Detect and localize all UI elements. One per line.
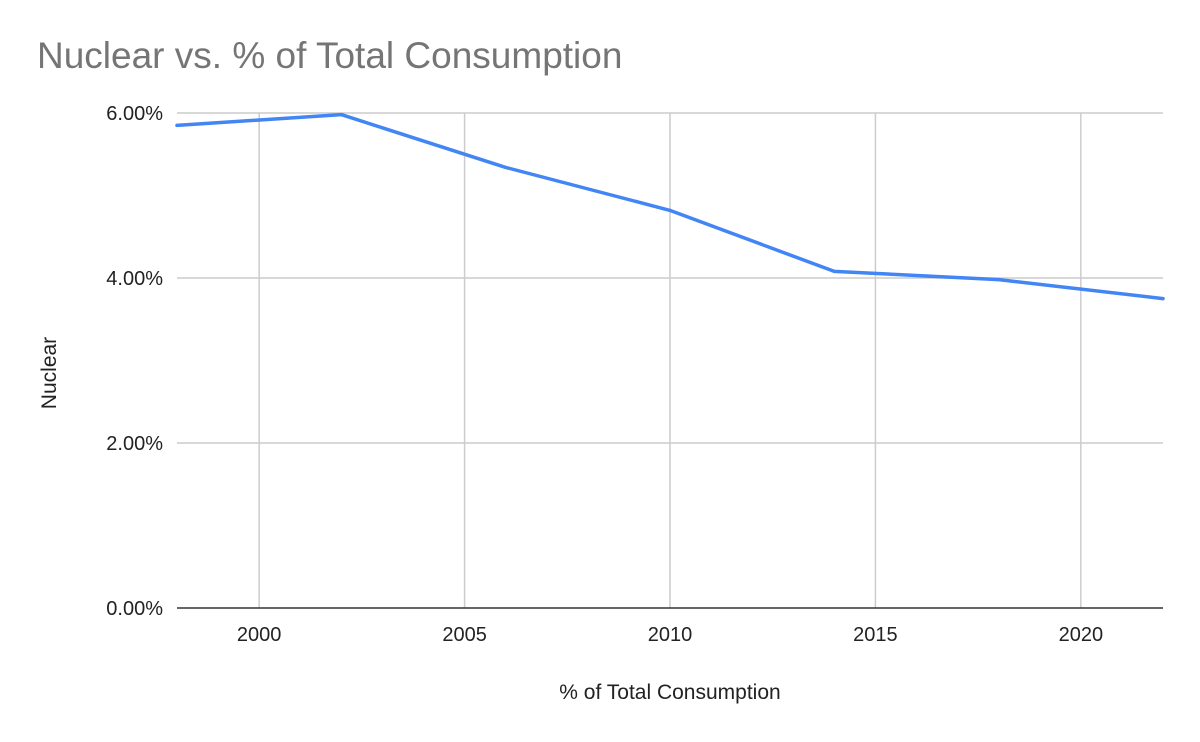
grid (177, 112, 1163, 609)
data-point (997, 278, 1001, 282)
y-tick-label: 2.00% (106, 433, 163, 455)
x-tick-label: 2010 (648, 624, 693, 646)
x-axis-label: % of Total Consumption (559, 681, 780, 704)
data-point (339, 113, 343, 117)
y-axis: 0.00% 2.00% 4.00% 6.00% (106, 103, 163, 620)
data-point (175, 123, 179, 127)
x-tick-label: 2015 (853, 624, 898, 646)
x-tick-label: 2020 (1059, 624, 1104, 646)
x-tick-label: 2005 (442, 624, 487, 646)
chart-title: Nuclear vs. % of Total Consumption (37, 35, 622, 76)
x-tick-label: 2000 (237, 624, 282, 646)
data-point (668, 208, 672, 212)
series (175, 112, 1165, 301)
data-point (832, 269, 836, 273)
y-tick-label: 0.00% (106, 598, 163, 620)
y-tick-label: 6.00% (106, 103, 163, 125)
x-axis: 2000 2005 2010 2015 2020 (237, 624, 1103, 646)
data-point (504, 165, 508, 170)
y-axis-label: Nuclear (38, 337, 61, 409)
y-tick-label: 4.00% (106, 268, 163, 290)
data-point (1161, 297, 1165, 301)
